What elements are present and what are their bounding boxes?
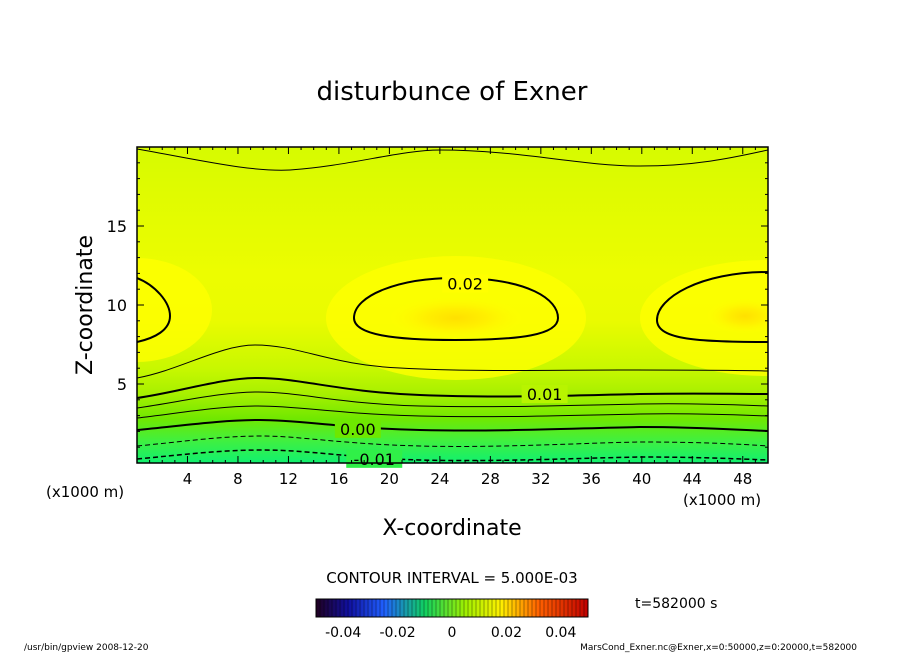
x-tick-label: 48 [733, 470, 752, 488]
contour-0.01 [137, 376, 768, 399]
x-tick-label: 44 [683, 470, 702, 488]
colorbar-tick-label: -0.04 [325, 625, 361, 641]
footer-right: MarsCond_Exner.nc@Exner,x=0:50000,z=0:20… [580, 643, 857, 653]
x-unit-right: (x1000 m) [683, 491, 761, 509]
contour-label: -0.01 [354, 450, 395, 469]
colorbar-tick-label: 0.04 [545, 625, 576, 641]
x-tick-label: 28 [481, 470, 500, 488]
contour-lower-1 [137, 391, 768, 409]
contour-0.02-left [137, 277, 172, 343]
peak-center [386, 296, 526, 340]
colorbar-stripes [315, 599, 589, 617]
x-tick-label: 12 [279, 470, 298, 488]
contour-0.02-center [352, 276, 560, 342]
contour-label: 0.01 [527, 385, 563, 404]
contour-neg-1 [137, 435, 768, 447]
x-tick-label: 20 [380, 470, 399, 488]
x-unit-left: (x1000 m) [46, 483, 124, 501]
time-label: t=582000 s [635, 596, 717, 612]
x-tick-label: 36 [582, 470, 601, 488]
colorbar-tick-label: 0 [448, 625, 457, 641]
x-tick-label: 40 [632, 470, 651, 488]
colorbar [315, 598, 589, 618]
peak-right [705, 298, 768, 334]
footer-left: /usr/bin/gpview 2008-12-20 [24, 643, 149, 653]
contour-neg-0.01 [137, 449, 768, 462]
y-axis-label: Z-coordinate [73, 235, 98, 375]
y-tick-label: 15 [107, 217, 127, 236]
x-tick-label: 4 [183, 470, 193, 488]
x-tick-label: 32 [531, 470, 550, 488]
x-tick-label: 16 [329, 470, 348, 488]
x-axis-label: X-coordinate [382, 516, 521, 541]
colorbar-ticks: -0.04 -0.02 0 0.02 0.04 [325, 625, 576, 641]
y-tick-label: 5 [117, 375, 127, 394]
contour-0.00 [137, 418, 768, 432]
y-tick-label: 10 [107, 296, 127, 315]
plot-area [137, 147, 768, 463]
colorbar-tick-label: -0.02 [379, 625, 415, 641]
contour-label: 0.02 [447, 274, 483, 293]
contour-label-bg [334, 419, 381, 438]
max-region-right [640, 260, 768, 376]
contour-label: 0.00 [340, 420, 376, 439]
contour-label-bg [521, 385, 568, 404]
x-tick-label: 24 [430, 470, 449, 488]
x-tick-label: 8 [233, 470, 243, 488]
contour-0.02-right [655, 271, 768, 343]
contour-mid [137, 344, 768, 379]
contour-label-bg [442, 274, 489, 293]
contour-labels: 0.02 0.01 0.00 -0.01 [334, 274, 568, 469]
colorbar-tick-label: 0.02 [491, 625, 522, 641]
chart-title: disturbunce of Exner [317, 77, 588, 107]
contour-lower-2 [137, 405, 768, 419]
contour-interval: CONTOUR INTERVAL = 5.000E-03 [326, 569, 577, 587]
